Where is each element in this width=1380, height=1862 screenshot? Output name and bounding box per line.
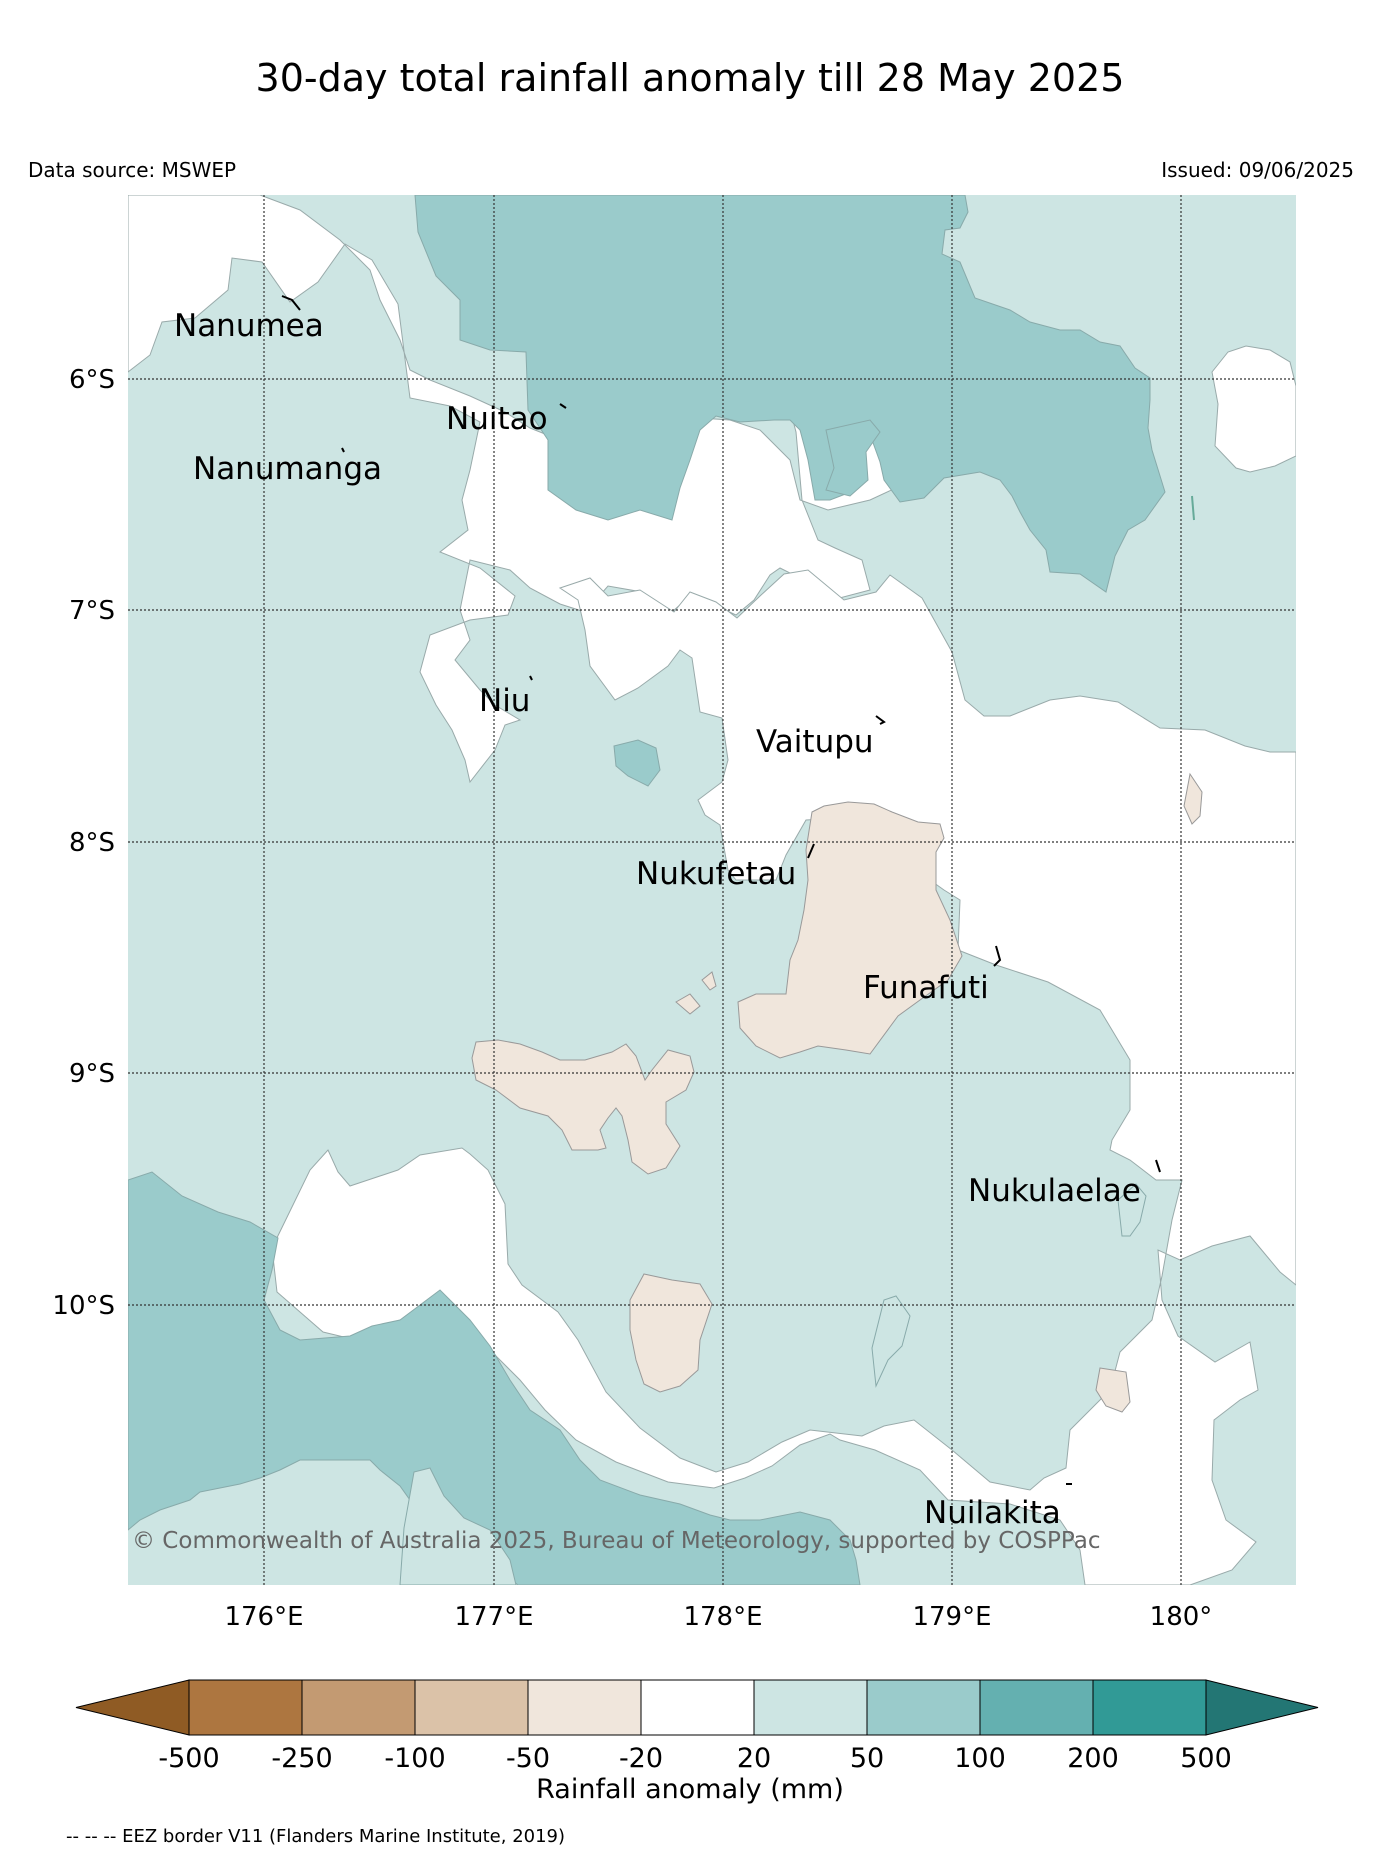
island-nuitao: [559, 403, 567, 409]
anomaly-field: Nanumea Nuitao Nanumanga Niu Vaitupu Nuk…: [128, 195, 1296, 1585]
colorbar-segment: [527, 1679, 642, 1736]
colorbar-tick-label: 500: [1180, 1743, 1232, 1774]
colorbar-segment: [866, 1679, 981, 1736]
place-label-nuitao: Nuitao: [446, 401, 548, 437]
colorbar-segment: [188, 1679, 303, 1736]
island-nanumea: [281, 295, 301, 311]
place-label-nukufetau: Nukufetau: [636, 856, 796, 892]
place-label-vaitupu: Vaitupu: [756, 724, 874, 760]
wet-zone-south: [128, 1171, 861, 1585]
wet-zone-northeast-patch: [825, 419, 881, 497]
eez-sliver-east: [1191, 495, 1195, 521]
place-label-nanumanga: Nanumanga: [193, 451, 382, 487]
lat-label-10s: 10°S: [52, 1291, 115, 1321]
place-label-nukulaelae: Nukulaelae: [968, 1173, 1141, 1209]
copyright-notice: © Commonwealth of Australia 2025, Bureau…: [132, 1528, 1101, 1554]
wet-zone-central-patch: [613, 739, 661, 787]
dry-zone-south: [629, 1273, 713, 1393]
island-vaitupu: [875, 715, 886, 725]
lon-label-178e: 178°E: [683, 1602, 762, 1632]
colorbar-label: Rainfall anomaly (mm): [536, 1774, 844, 1805]
latitude-labels: 6°S 7°S 8°S 9°S 10°S: [52, 365, 115, 1321]
lon-label-179e: 179°E: [912, 1602, 991, 1632]
colorbar-segment: [640, 1679, 755, 1736]
light-patch-south-strip: [399, 1467, 517, 1585]
island-niu: [529, 675, 533, 681]
colorbar-extend-high: [1205, 1679, 1319, 1736]
lon-label-176e: 176°E: [224, 1602, 303, 1632]
lon-label-180: 180°: [1150, 1602, 1213, 1632]
lat-label-6s: 6°S: [69, 365, 115, 395]
place-label-niu: Niu: [479, 683, 530, 719]
colorbar-tick-label: -50: [506, 1743, 550, 1774]
light-patch-southeast: [871, 1295, 911, 1388]
colorbar: -500 -250 -100 -50 -20 20 50 100 200 500: [75, 1679, 1319, 1774]
longitude-labels: 176°E 177°E 178°E 179°E 180°: [224, 1602, 1212, 1632]
lat-label-8s: 8°S: [69, 828, 115, 858]
colorbar-tick-label: -250: [271, 1743, 332, 1774]
colorbar-segment: [753, 1679, 868, 1736]
place-label-nuilakita: Nuilakita: [924, 1495, 1061, 1531]
colorbar-segment: [1092, 1679, 1207, 1736]
dry-zone-east-patch: [1183, 772, 1203, 825]
colorbar-tick-label: -100: [384, 1743, 445, 1774]
colorbar-tick-label: 20: [737, 1743, 771, 1774]
dry-zone-west: [471, 1039, 695, 1175]
issued-date-label: Issued: 09/06/2025: [1161, 158, 1354, 182]
island-nukufetau: [807, 843, 815, 859]
island-nanumanga: [341, 447, 345, 453]
colorbar-tick-label: -20: [619, 1743, 663, 1774]
lon-label-177e: 177°E: [454, 1602, 533, 1632]
light-patch-nukulaelae: [1117, 1183, 1147, 1237]
island-funafuti: [993, 945, 1002, 967]
data-source-label: Data source: MSWEP: [28, 158, 237, 182]
island-nukulaelae: [1155, 1159, 1161, 1173]
island-outlines: [281, 295, 1161, 1485]
dry-zone-southeast-patch: [1095, 1367, 1131, 1413]
place-label-funafuti: Funafuti: [863, 970, 989, 1006]
graticule: [128, 195, 1296, 1585]
colorbar-segment: [414, 1679, 529, 1736]
wet-zone-north: [414, 195, 1166, 593]
dry-zone-islet-b: [701, 971, 717, 991]
map-title: 30-day total rainfall anomaly till 28 Ma…: [255, 56, 1125, 100]
dry-zone-islet-a: [675, 993, 701, 1015]
colorbar-segment: [979, 1679, 1094, 1736]
neutral-zone-northeast: [1211, 345, 1296, 473]
eez-border-note: -- -- -- EEZ border V11 (Flanders Marine…: [66, 1826, 566, 1847]
colorbar-tick-label: 200: [1067, 1743, 1119, 1774]
colorbar-tick-label: 50: [850, 1743, 884, 1774]
colorbar-extend-low: [75, 1679, 190, 1736]
lat-label-9s: 9°S: [69, 1059, 115, 1089]
colorbar-segment: [301, 1679, 416, 1736]
dry-zone-funafuti: [737, 801, 963, 1059]
place-label-nanumea: Nanumea: [174, 308, 324, 344]
colorbar-tick-label: -500: [158, 1743, 219, 1774]
lat-label-7s: 7°S: [69, 596, 115, 626]
colorbar-tick-label: 100: [954, 1743, 1006, 1774]
